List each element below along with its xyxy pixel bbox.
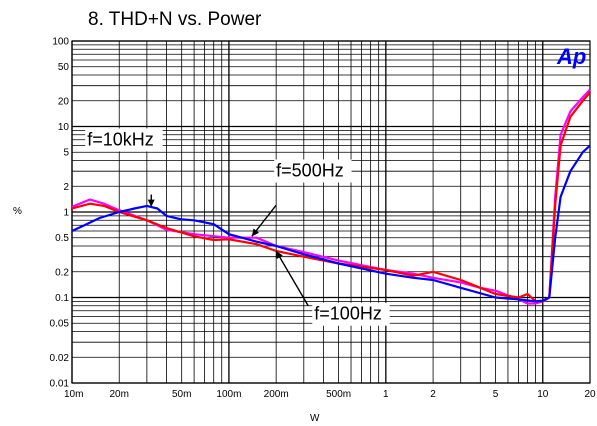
y-tick-label: 10 (58, 122, 70, 133)
annotation-bg (312, 302, 390, 326)
y-tick-label: 5 (63, 148, 69, 159)
x-tick-label: 200m (264, 389, 289, 400)
chart-series (71, 88, 591, 305)
y-tick-label: 0.01 (50, 379, 70, 390)
x-axis-label: W (310, 413, 320, 424)
annotation-bg (274, 159, 352, 183)
y-tick-label: 0.1 (55, 293, 69, 304)
chart-grid (71, 40, 591, 384)
annotation-arrowhead (276, 250, 283, 259)
y-axis-label: % (13, 206, 22, 217)
series-line-2 (71, 91, 591, 303)
x-tick-label: 20 (584, 389, 596, 400)
x-tick-label: 10 (537, 389, 549, 400)
y-tick-label: 50 (58, 62, 70, 73)
x-tick-label: 2 (430, 389, 436, 400)
plot-frame (71, 40, 591, 384)
x-tick-labels: 10m 20m 50m 100m 200m 500m 1 2 5 10 20 (64, 389, 596, 400)
annotation-label: f=500Hz (276, 161, 344, 181)
y-tick-label: 0.05 (50, 319, 70, 330)
y-tick-label: 0.2 (55, 267, 69, 278)
series-line-3 (71, 144, 591, 303)
annotation-label: f=10kHz (87, 129, 154, 149)
annotation-arrowhead (147, 199, 155, 207)
annotation-arrowhead (251, 228, 260, 237)
x-tick-label: 500m (326, 389, 351, 400)
x-tick-label: 20m (110, 389, 129, 400)
x-tick-label: 5 (493, 389, 499, 400)
x-tick-label: 100m (216, 389, 241, 400)
y-tick-label: 0.5 (55, 233, 69, 244)
y-tick-labels: 100 50 20 10 5 2 1 0.5 0.2 0.1 0.05 0.02 0.01 (50, 37, 70, 390)
y-tick-label: 1 (63, 208, 69, 219)
chart-title: 8. THD+N vs. Power (88, 9, 262, 30)
y-tick-label: 20 (58, 96, 70, 107)
ap-logo: Ap (556, 44, 586, 69)
x-tick-label: 1 (383, 389, 389, 400)
annotation-arrow (275, 250, 309, 307)
y-tick-label: 2 (63, 182, 69, 193)
annotation-bg (85, 128, 163, 152)
chart-annotations: f=10kHz f=500Hz f=100Hz (85, 128, 390, 326)
annotation-label: f=100Hz (314, 304, 382, 324)
x-tick-label: 50m (172, 389, 191, 400)
x-tick-label: 10m (64, 389, 83, 400)
y-tick-label: 100 (52, 37, 69, 48)
y-tick-label: 0.02 (50, 353, 70, 364)
